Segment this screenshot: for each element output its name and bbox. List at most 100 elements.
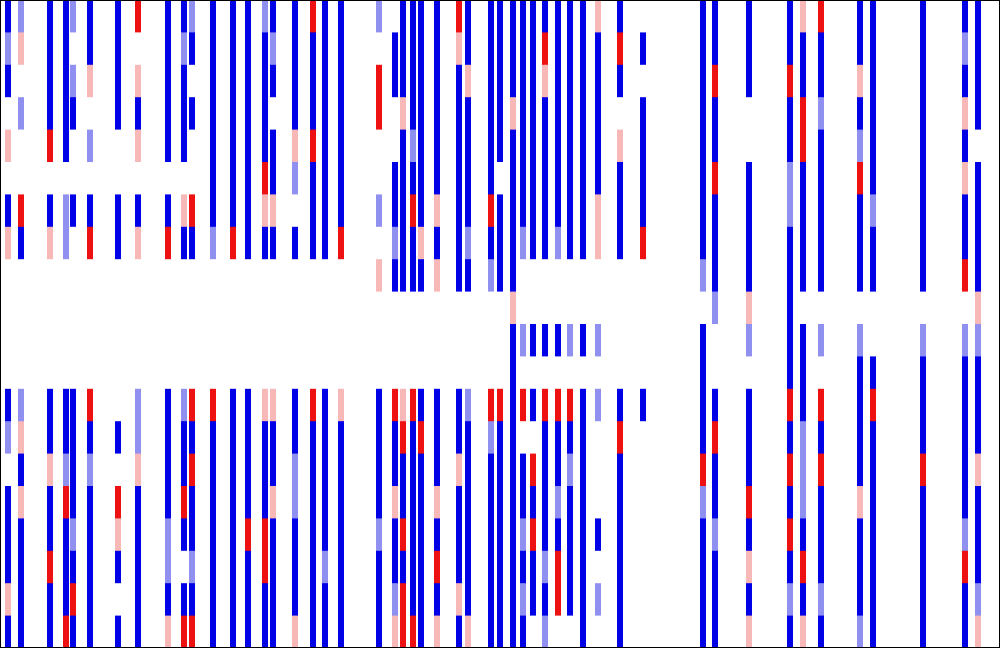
cell — [434, 486, 440, 519]
cell — [857, 583, 863, 617]
cell — [975, 32, 981, 66]
cell — [87, 64, 93, 98]
cell — [210, 129, 216, 163]
cell — [520, 356, 526, 390]
cell — [322, 97, 328, 131]
cell — [418, 421, 424, 455]
cell — [181, 291, 187, 325]
cell — [700, 324, 706, 357]
cell — [975, 388, 981, 422]
cell — [63, 0, 69, 33]
cell — [262, 64, 268, 98]
cell — [746, 486, 752, 519]
cell — [63, 194, 69, 228]
cell — [418, 129, 424, 163]
cell — [787, 64, 793, 98]
cell — [376, 291, 382, 325]
cell — [530, 194, 536, 228]
cell — [245, 453, 251, 487]
cell — [510, 324, 516, 357]
cell — [262, 615, 268, 648]
cell — [712, 324, 718, 357]
cell — [975, 97, 981, 131]
cell — [870, 388, 876, 422]
cell — [456, 550, 462, 584]
cell — [870, 97, 876, 131]
cell — [488, 291, 494, 325]
cell — [418, 615, 424, 648]
cell — [400, 453, 406, 487]
cell — [262, 259, 268, 293]
cell — [18, 388, 24, 422]
cell — [87, 486, 93, 519]
cell — [640, 194, 646, 228]
cell — [18, 162, 24, 195]
cell — [567, 356, 573, 390]
cell — [135, 129, 141, 163]
cell — [245, 518, 251, 552]
cell — [640, 291, 646, 325]
cell — [47, 162, 53, 195]
cell — [746, 97, 752, 131]
cell — [270, 259, 276, 293]
cell — [230, 356, 236, 390]
cell — [465, 226, 471, 260]
cell — [400, 388, 406, 422]
cell — [292, 194, 298, 228]
cell — [857, 291, 863, 325]
cell — [115, 583, 121, 617]
cell — [530, 291, 536, 325]
cell — [292, 0, 298, 33]
cell — [63, 356, 69, 390]
cell — [800, 0, 806, 33]
cell — [800, 97, 806, 131]
cell — [488, 583, 494, 617]
cell — [70, 486, 76, 519]
cell — [87, 97, 93, 131]
cell — [434, 421, 440, 455]
cell — [746, 291, 752, 325]
cell — [165, 453, 171, 487]
cell — [640, 32, 646, 66]
cell — [580, 129, 586, 163]
cell — [400, 259, 406, 293]
cell — [962, 550, 968, 584]
cell — [322, 518, 328, 552]
cell — [567, 324, 573, 357]
cell — [115, 615, 121, 648]
cell — [310, 32, 316, 66]
cell — [530, 97, 536, 131]
cell — [189, 324, 195, 357]
cell — [230, 194, 236, 228]
cell — [210, 32, 216, 66]
cell — [434, 259, 440, 293]
cell — [230, 518, 236, 552]
cell — [510, 226, 516, 260]
cell — [165, 129, 171, 163]
cell — [555, 97, 561, 131]
cell — [322, 324, 328, 357]
cell — [870, 226, 876, 260]
cell — [497, 291, 503, 325]
cell — [18, 518, 24, 552]
cell — [392, 129, 398, 163]
cell — [181, 550, 187, 584]
cell — [555, 129, 561, 163]
cell — [712, 356, 718, 390]
cell — [115, 291, 121, 325]
cell — [310, 226, 316, 260]
cell — [712, 0, 718, 33]
cell — [292, 421, 298, 455]
cell — [245, 226, 251, 260]
cell — [392, 162, 398, 195]
cell — [418, 486, 424, 519]
cell — [310, 453, 316, 487]
cell — [376, 550, 382, 584]
cell — [5, 453, 11, 487]
cell — [700, 421, 706, 455]
cell — [520, 550, 526, 584]
cell — [322, 226, 328, 260]
cell — [322, 388, 328, 422]
cell — [580, 615, 586, 648]
cell — [465, 453, 471, 487]
